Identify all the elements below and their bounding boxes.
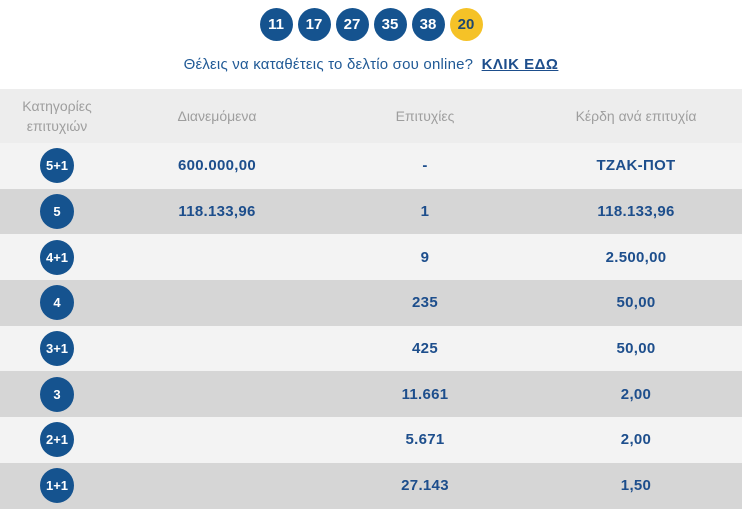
winners-value: 27.143 (320, 462, 530, 509)
prize-value: 2,00 (530, 417, 742, 463)
category-badge: 4 (40, 285, 74, 321)
category-badge: 3+1 (40, 331, 74, 367)
drawn-number-ball: 35 (373, 8, 407, 41)
distributed-value (114, 234, 320, 281)
distributed-value (114, 325, 320, 372)
prize-value: 50,00 (530, 325, 742, 372)
drawn-number-ball: 11 (259, 8, 293, 41)
distributed-value: 118.133,96 (114, 188, 320, 235)
deposit-prompt: Θέλεις να καταθέτεις το δελτίο σου onlin… (0, 56, 742, 73)
prize-value: 2.500,00 (530, 234, 742, 281)
category-badge: 3 (40, 376, 74, 412)
prize-categories-table: Κατηγορίες επιτυχιών Διανεμόμενα Επιτυχί… (0, 89, 742, 509)
winners-value: - (320, 143, 530, 189)
table-row: 2+1 5.671 2,00 (0, 417, 742, 463)
prize-value: ΤΖΑΚ-ΠΟΤ (530, 143, 742, 189)
deposit-prompt-text: Θέλεις να καταθέτεις το δελτίο σου onlin… (183, 56, 474, 73)
prize-value: 50,00 (530, 280, 742, 326)
distributed-value: 600.000,00 (114, 143, 320, 189)
drawn-number-ball: 17 (297, 8, 331, 41)
winners-value: 425 (320, 325, 530, 372)
table-row: 5 118.133,96 1 118.133,96 (0, 188, 742, 235)
winners-value: 5.671 (320, 417, 530, 463)
table-row: 1+1 27.143 1,50 (0, 462, 742, 509)
distributed-value (114, 417, 320, 463)
table-row: 4 235 50,00 (0, 280, 742, 326)
prize-value: 1,50 (530, 462, 742, 509)
winners-value: 235 (320, 280, 530, 326)
category-badge: 2+1 (40, 422, 74, 458)
table-row: 4+1 9 2.500,00 (0, 234, 742, 281)
winners-value: 9 (320, 234, 530, 281)
distributed-value (114, 280, 320, 326)
category-badge: 4+1 (40, 239, 74, 275)
table-row: 5+1 600.000,00 - ΤΖΑΚ-ΠΟΤ (0, 143, 742, 189)
winners-value: 1 (320, 188, 530, 235)
prize-value: 118.133,96 (530, 188, 742, 235)
distributed-value (114, 371, 320, 418)
prize-value: 2,00 (530, 371, 742, 418)
table-header-row: Κατηγορίες επιτυχιών Διανεμόμενα Επιτυχί… (0, 89, 742, 143)
distributed-value (114, 462, 320, 509)
drawn-number-ball: 38 (411, 8, 445, 41)
header-winners: Επιτυχίες (320, 89, 530, 143)
header-distributed: Διανεμόμενα (114, 89, 320, 143)
click-here-link[interactable]: ΚΛΙΚ ΕΔΩ (481, 56, 559, 73)
header-categories: Κατηγορίες επιτυχιών (0, 89, 114, 143)
joker-number-ball: 20 (449, 8, 483, 41)
category-badge: 5 (40, 194, 74, 230)
category-badge: 1+1 (40, 468, 74, 504)
table-row: 3 11.661 2,00 (0, 371, 742, 418)
table-row: 3+1 425 50,00 (0, 325, 742, 372)
category-badge: 5+1 (40, 148, 74, 184)
drawn-numbers-row: 11 17 27 35 38 20 (0, 8, 742, 41)
drawn-number-ball: 27 (335, 8, 369, 41)
winners-value: 11.661 (320, 371, 530, 418)
header-prize-per-winner: Κέρδη ανά επιτυχία (530, 89, 742, 143)
